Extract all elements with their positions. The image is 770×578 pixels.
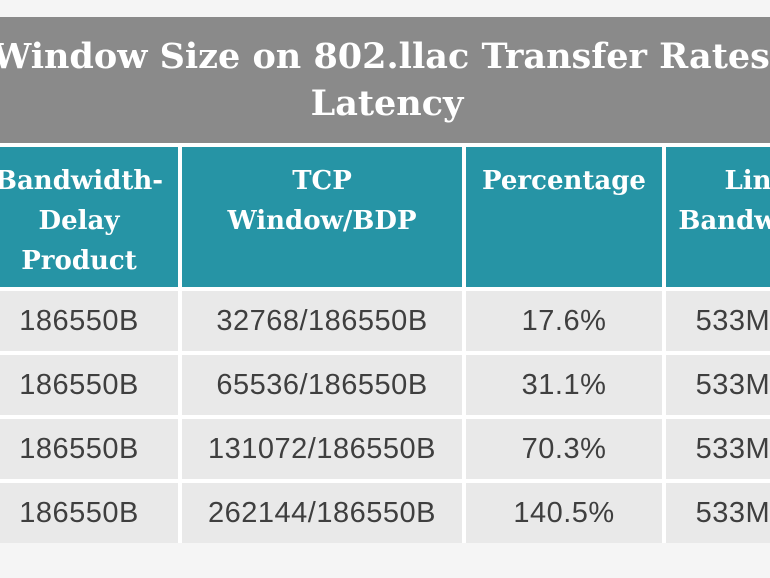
table-cell-link-bw: 533Mbps (666, 291, 770, 351)
table-cell-bdp: 186550B (0, 291, 178, 351)
table-cell-bdp: 186550B (0, 483, 178, 543)
header-bdp-line1: Bandwidth- (0, 166, 164, 196)
table-cell-link-bw: 533Mbps (666, 483, 770, 543)
table-board: Window Size on 802.llac Transfer Rates, … (0, 17, 770, 543)
table-cell-window-bdp: 32768/186550B (182, 291, 462, 351)
table-cell-percentage: 140.5% (466, 483, 662, 543)
table-cell-window-bdp: 262144/186550B (182, 483, 462, 543)
table-title-bar: Window Size on 802.llac Transfer Rates, … (0, 17, 770, 143)
header-cell-link-bandwidth: Link Bandwidth (666, 147, 770, 287)
table-cell-link-bw: 533Mbps (666, 355, 770, 415)
header-tcp-line2: Window/BDP (227, 206, 417, 236)
header-link-line2: Bandwidth (678, 206, 770, 236)
table-cell-percentage: 70.3% (466, 419, 662, 479)
header-cell-bdp: Bandwidth- Delay Product (0, 147, 178, 287)
header-bdp-line2: Delay (38, 206, 120, 236)
header-bdp-line3: Product (21, 246, 137, 276)
table-cell-bdp: 186550B (0, 355, 178, 415)
table-title-line1: Window Size on 802.llac Transfer Rates, … (0, 36, 770, 77)
table-title-line2: Latency (310, 83, 464, 124)
table-cell-percentage: 31.1% (466, 355, 662, 415)
data-table: Bandwidth- Delay Product TCP Window/BDP … (0, 147, 770, 543)
table-cell-bdp: 186550B (0, 419, 178, 479)
table-cell-percentage: 17.6% (466, 291, 662, 351)
header-cell-tcp-window: TCP Window/BDP (182, 147, 462, 287)
header-cell-percentage: Percentage (466, 147, 662, 287)
table-title: Window Size on 802.llac Transfer Rates, … (0, 17, 770, 127)
header-percentage-line1: Percentage (482, 166, 646, 196)
table-cell-window-bdp: 65536/186550B (182, 355, 462, 415)
table-cell-link-bw: 533Mbps (666, 419, 770, 479)
header-link-line1: Link (724, 166, 770, 196)
header-tcp-line1: TCP (292, 166, 352, 196)
table-cell-window-bdp: 131072/186550B (182, 419, 462, 479)
